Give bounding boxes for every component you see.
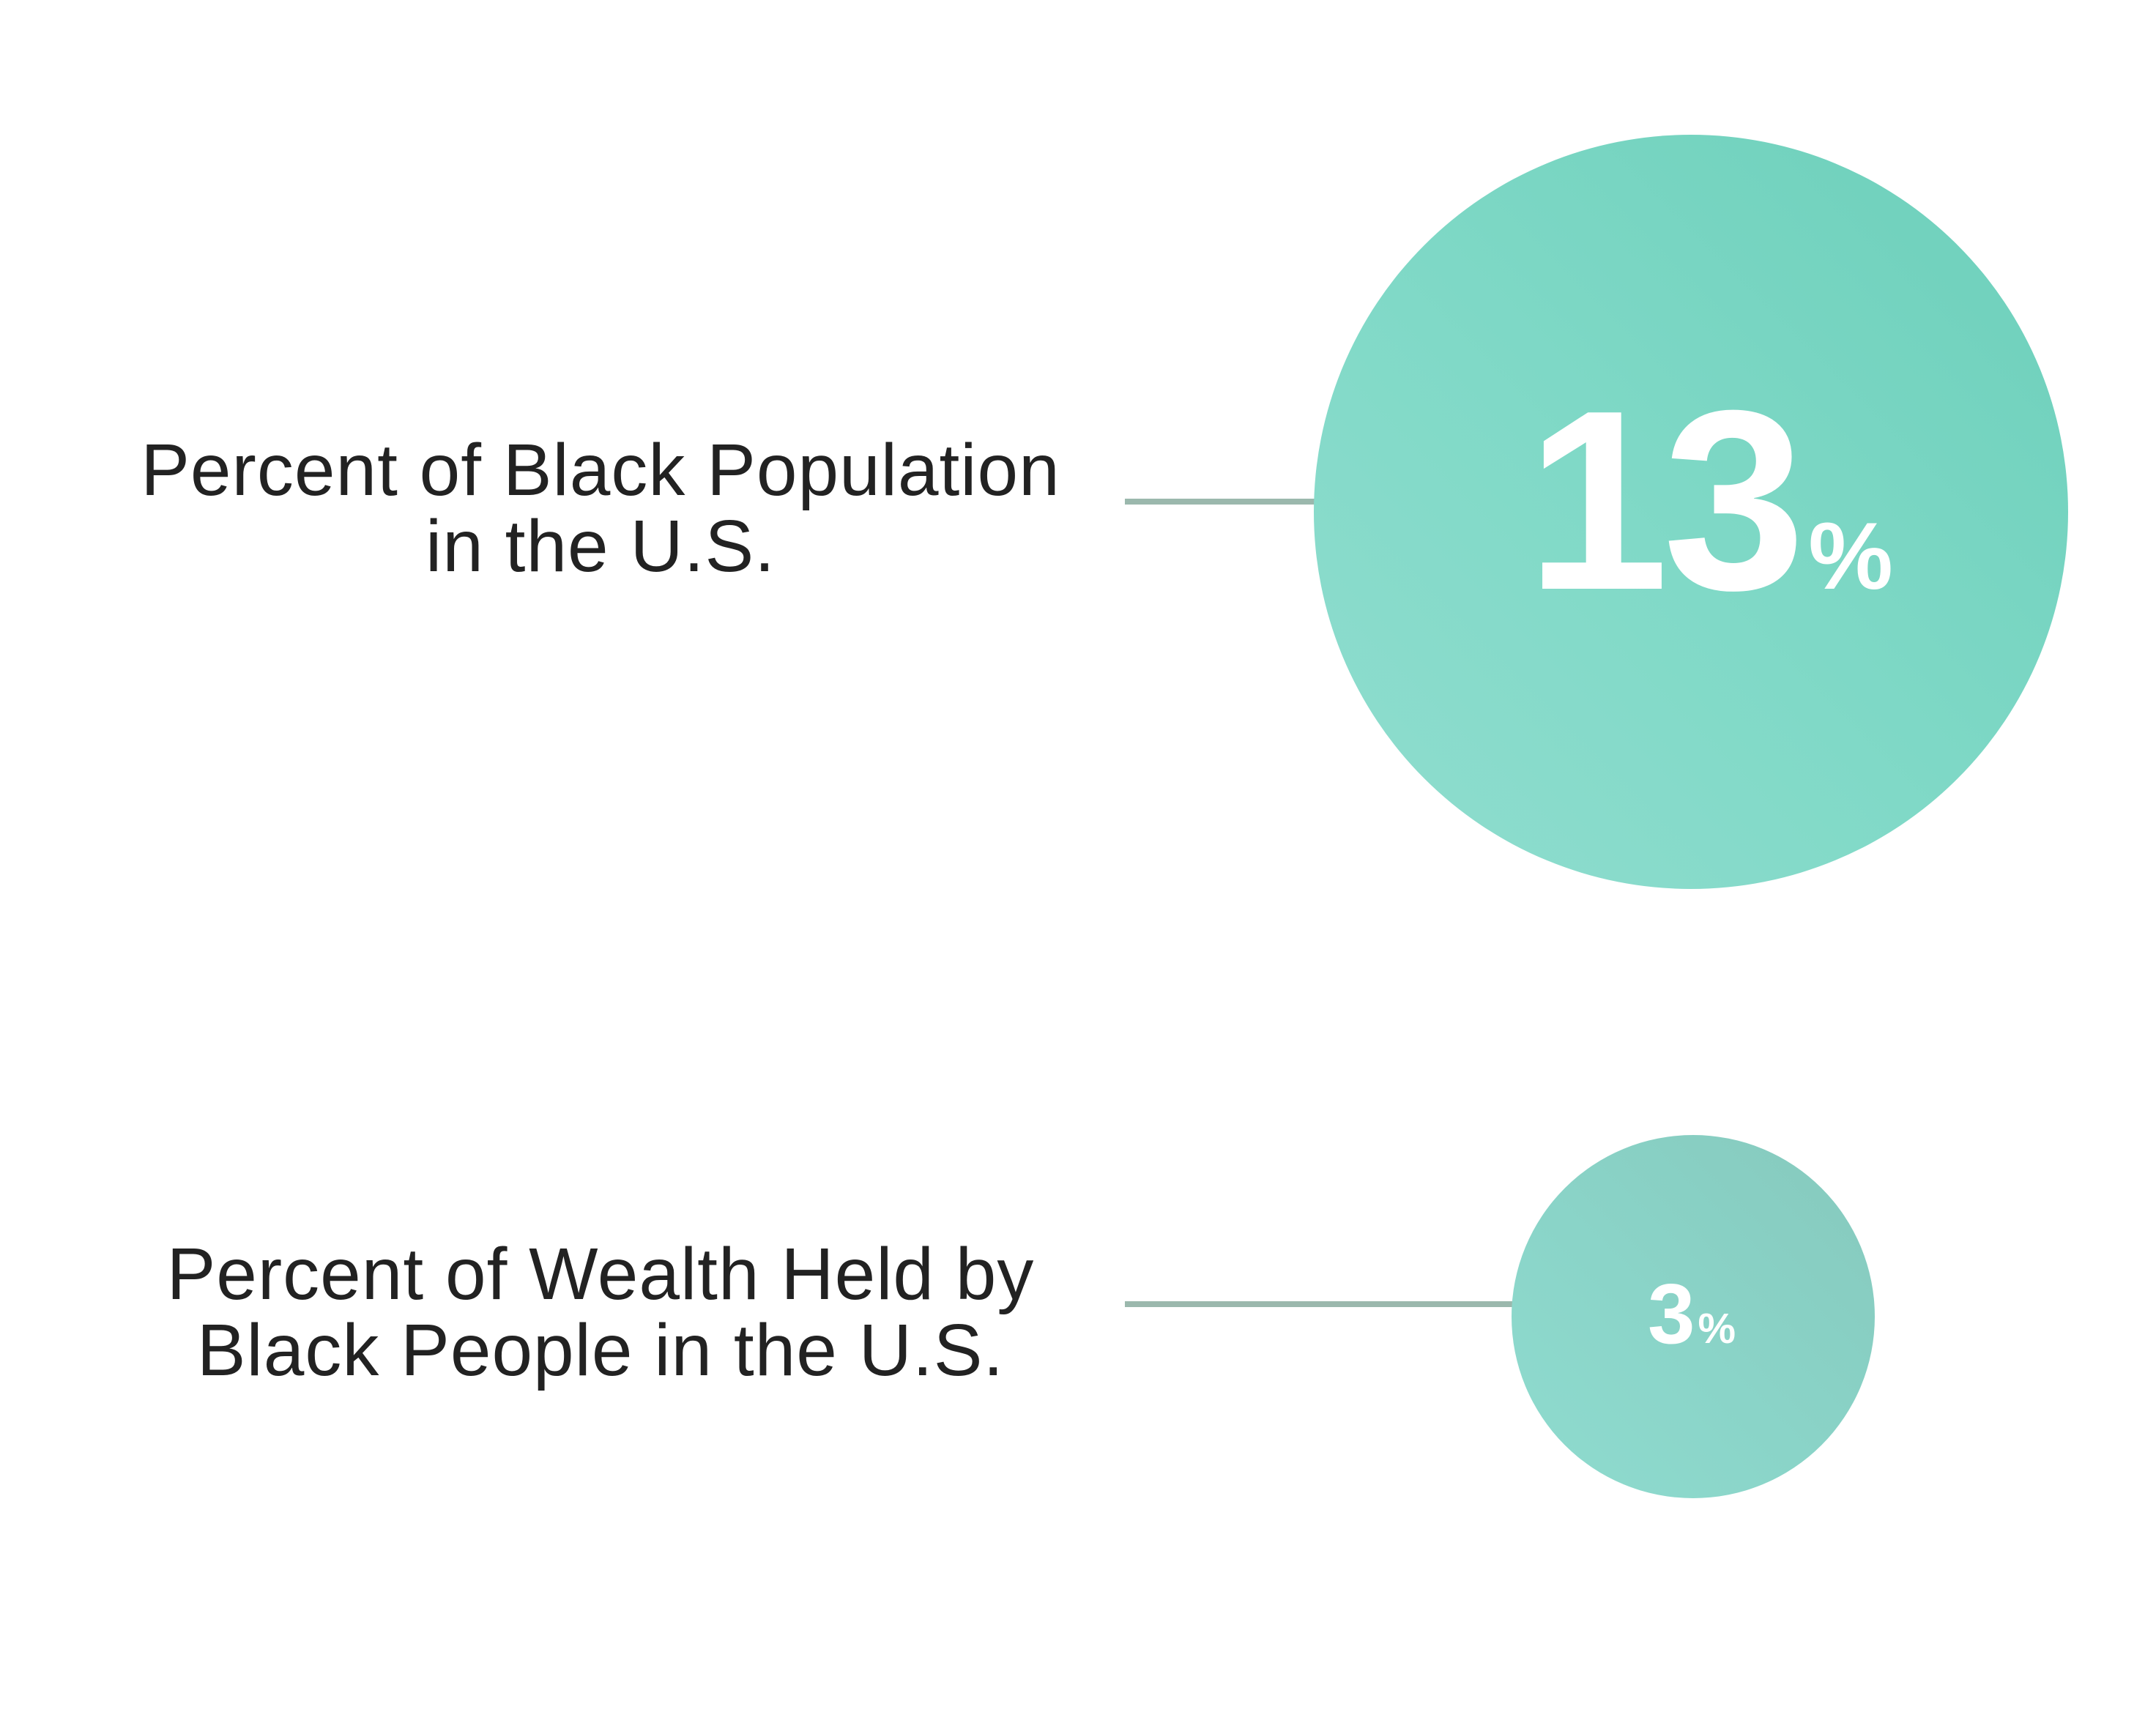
wealth-label: Percent of Wealth Held by Black People i…	[44, 1236, 1157, 1388]
population-value-number: 13	[1526, 357, 1805, 644]
wealth-label-line-2: Black People in the U.S.	[196, 1309, 1005, 1391]
wealth-value: 3%	[1648, 1271, 1736, 1356]
wealth-bubble: 3%	[1512, 1135, 1875, 1498]
population-label-line-2: in the U.S.	[425, 505, 776, 587]
wealth-label-line-1: Percent of Wealth Held by	[166, 1233, 1035, 1315]
wealth-value-unit: %	[1698, 1305, 1736, 1352]
wealth-value-number: 3	[1648, 1266, 1695, 1361]
stat-row-population: Percent of Black Population in the U.S. …	[44, 135, 2068, 889]
wealth-connector-line	[1125, 1301, 1520, 1307]
population-value-unit: %	[1808, 502, 1893, 609]
population-connector-line	[1125, 499, 1323, 505]
stat-row-wealth: Percent of Wealth Held by Black People i…	[0, 1025, 2156, 1734]
population-label-line-1: Percent of Black Population	[141, 429, 1060, 511]
population-value: 13%	[1526, 373, 1893, 629]
population-label: Percent of Black Population in the U.S.	[44, 432, 1157, 584]
population-bubble: 13%	[1314, 135, 2068, 889]
